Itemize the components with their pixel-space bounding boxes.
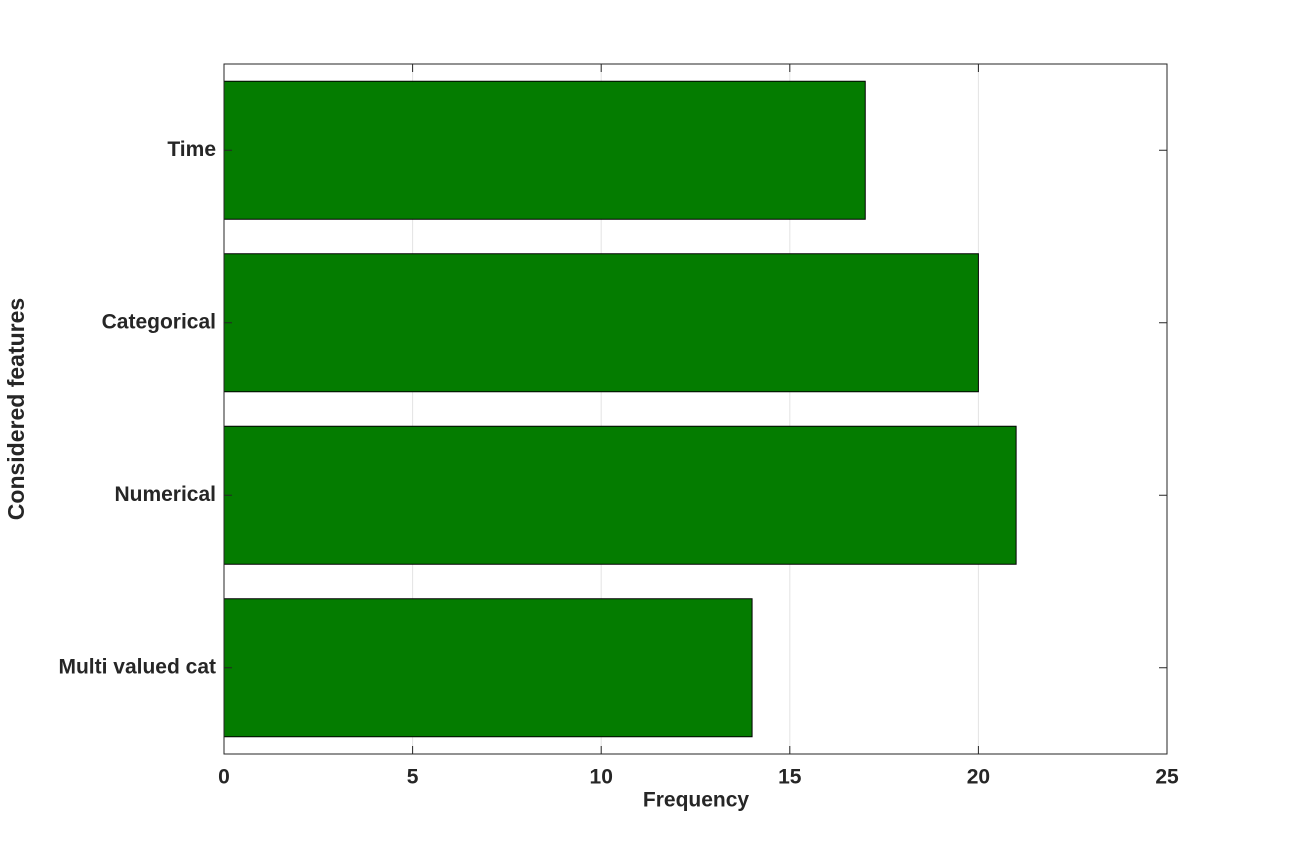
bar [223,425,1017,565]
x-tick-label: 20 [967,766,990,789]
y-tick-label: Numerical [114,483,216,506]
bar [223,80,866,220]
bar [223,253,979,393]
bar [223,598,753,738]
x-tick-label: 25 [1155,766,1179,789]
x-tick-label: 10 [590,766,613,789]
x-tick-label: 0 [218,766,230,789]
x-tick-label: 15 [778,766,802,789]
x-axis-label: Frequency [643,789,750,812]
plot-frame [223,63,1168,755]
y-axis-label: Considered features [3,298,29,520]
y-tick-label: Time [167,138,216,161]
x-tick-label: 5 [407,766,419,789]
y-tick-label: Categorical [102,310,216,333]
y-tick-label: Multi valued cat [58,655,216,678]
